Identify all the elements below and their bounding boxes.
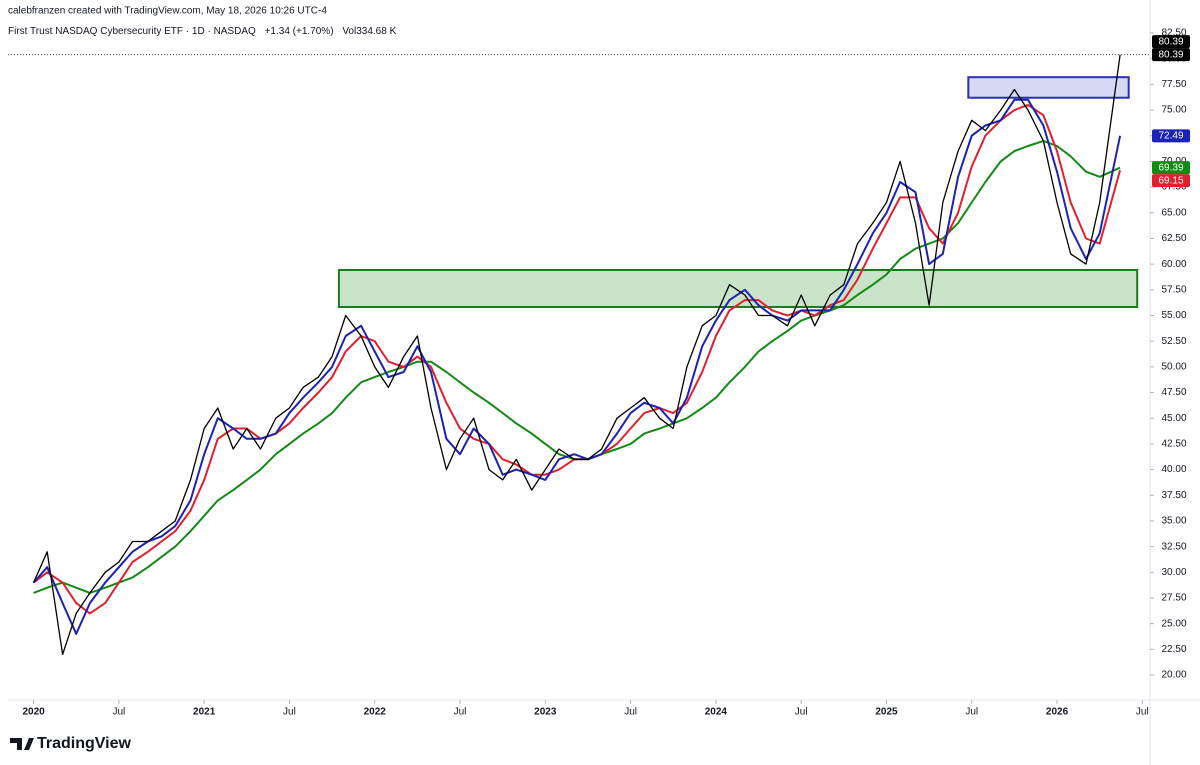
series-line: [32, 98, 1122, 635]
y-tick-label: 42.50: [1161, 439, 1186, 450]
volume: 334.68 K: [356, 26, 396, 37]
y-tick-label: 52.50: [1161, 336, 1186, 347]
x-tick-label: Jul: [795, 707, 808, 718]
x-tick-label: Jul: [112, 707, 125, 718]
x-tick-label: 2023: [534, 707, 557, 718]
y-tick-label: 50.00: [1161, 362, 1186, 373]
logo-text: TradingView: [37, 735, 132, 752]
y-tick-label: 25.00: [1161, 618, 1186, 629]
y-tick-label: 32.50: [1161, 541, 1186, 552]
y-tick-label: 47.50: [1161, 387, 1186, 398]
x-tick-label: 2021: [193, 707, 216, 718]
price-label-box: [1152, 161, 1190, 175]
series-line: [33, 54, 1121, 656]
y-tick-label: 40.00: [1161, 464, 1186, 475]
symbol: First Trust NASDAQ Cybersecurity ETF · 1…: [8, 26, 256, 37]
price-label-box: [1152, 129, 1190, 143]
price-label: 80.39: [1158, 49, 1183, 60]
x-tick-label: Jul: [1136, 707, 1149, 718]
x-tick-label: 2022: [364, 707, 387, 718]
y-tick-label: 65.00: [1161, 207, 1186, 218]
x-tick-label: Jul: [283, 707, 296, 718]
x-tick-label: Jul: [624, 707, 637, 718]
y-tick-label: 75.00: [1161, 105, 1186, 116]
price-label: 69.15: [1158, 175, 1183, 186]
y-tick-label: 37.50: [1161, 490, 1186, 501]
zone: [337, 268, 1139, 308]
logo: TradingView: [10, 735, 132, 752]
x-tick-label: Jul: [454, 707, 467, 718]
series-line: [33, 139, 1121, 594]
price-label-box: [1152, 35, 1190, 49]
price-label-box: [1152, 174, 1190, 188]
y-tick-label: 27.50: [1161, 593, 1186, 604]
chart-title: First Trust NASDAQ Cybersecurity ETF · 1…: [8, 26, 397, 37]
y-tick-label: 77.50: [1161, 79, 1186, 90]
y-tick-label: 82.50: [1161, 28, 1186, 39]
y-tick-label: 55.00: [1161, 310, 1186, 321]
y-tick-label: 57.50: [1161, 284, 1186, 295]
change: +1.34 (+1.70%): [265, 26, 334, 37]
y-tick-label: 60.00: [1161, 259, 1186, 270]
logo-icon: [10, 738, 34, 750]
volume-label: Vol: [342, 26, 356, 37]
y-tick-label: 20.00: [1161, 670, 1186, 681]
price-label: 72.49: [1158, 130, 1183, 141]
y-tick-label: 62.50: [1161, 233, 1186, 244]
price-label: 80.39: [1158, 36, 1183, 47]
x-tick-label: Jul: [965, 707, 978, 718]
y-tick-label: 22.50: [1161, 644, 1186, 655]
y-tick-label: 45.00: [1161, 413, 1186, 424]
price-label: 69.39: [1158, 162, 1183, 173]
x-tick-label: 2024: [705, 707, 728, 718]
y-tick-label: 35.00: [1161, 516, 1186, 527]
x-tick-label: 2025: [875, 707, 898, 718]
x-tick-label: 2026: [1046, 707, 1069, 718]
x-tick-label: 2020: [22, 707, 45, 718]
y-tick-label: 30.00: [1161, 567, 1186, 578]
price-label-box: [1152, 48, 1190, 62]
zone: [967, 76, 1130, 99]
y-tick-label: 67.50: [1161, 182, 1186, 193]
attribution: calebfranzen created with TradingView.co…: [8, 6, 327, 17]
